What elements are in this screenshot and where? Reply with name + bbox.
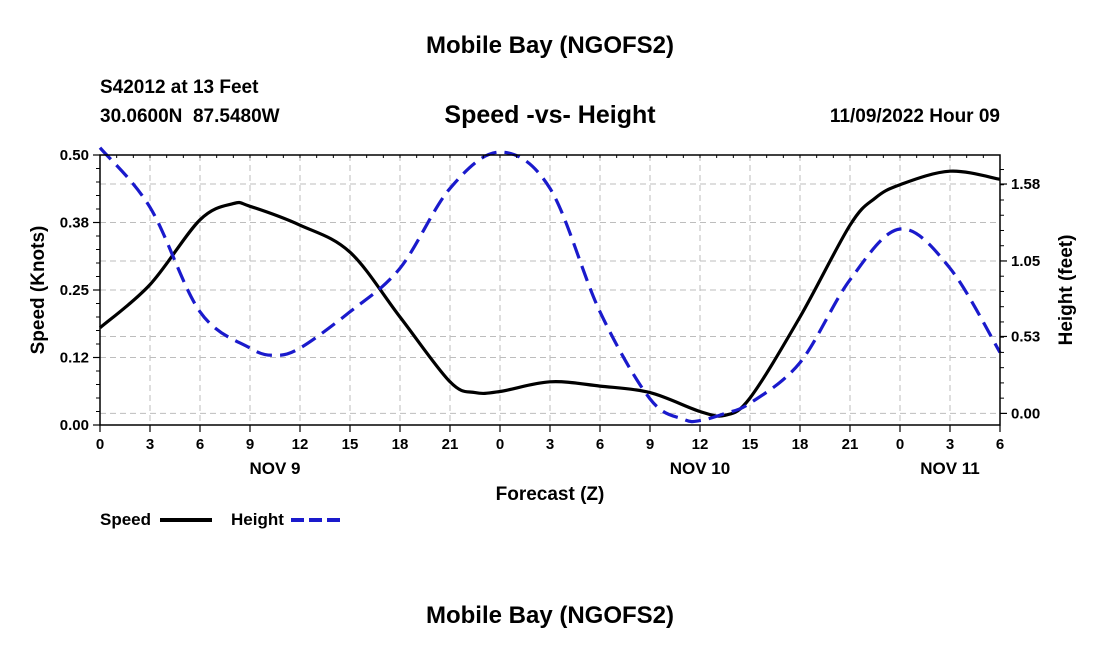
x-tick-label: 21 [842, 436, 859, 453]
y-left-tick-label: 0.12 [60, 350, 89, 367]
x-tick-label: 9 [646, 436, 654, 453]
x-tick-label: 18 [392, 436, 409, 453]
station-coordinates: 30.0600N 87.5480W [100, 106, 280, 127]
date-label: NOV 11 [920, 459, 980, 478]
y-right-tick-label: 1.58 [1011, 176, 1040, 193]
x-tick-label: 0 [96, 436, 104, 453]
y-left-tick-label: 0.00 [60, 417, 89, 434]
ticks-layer: 0 3 6 9 12 15 18 21 0 3 6 9 12 15 18 21 0 3 6 NOV 9 NOV 10 NO… [60, 147, 1040, 478]
x-axis-label: Forecast (Z) [496, 484, 605, 505]
x-tick-label: 12 [292, 436, 309, 453]
legend-height-label: Height [231, 510, 284, 529]
forecast-timestamp: 11/09/2022 Hour 09 [829, 106, 1000, 127]
x-tick-label: 0 [896, 436, 904, 453]
x-tick-label: 21 [442, 436, 459, 453]
x-tick-label: 3 [946, 436, 954, 453]
series-layer [98, 146, 1002, 424]
y-right-tick-label: 0.53 [1011, 328, 1040, 345]
x-tick-label: 6 [996, 436, 1004, 453]
footer-title: Mobile Bay (NGOFS2) [425, 602, 675, 629]
x-tick-label: 3 [146, 436, 154, 453]
date-label: NOV 9 [249, 459, 300, 478]
x-tick-label: 15 [742, 436, 759, 453]
y-axis-left-label: Speed (Knots) [28, 226, 49, 355]
x-tick-label: 6 [196, 436, 204, 453]
x-tick-label: 12 [692, 436, 709, 453]
x-tick-label: 0 [496, 436, 504, 453]
y-left-tick-label: 0.25 [60, 282, 89, 299]
station-name: S42012 at 13 Feet [100, 77, 259, 98]
y-right-tick-label: 0.00 [1011, 405, 1040, 422]
x-tick-label: 3 [546, 436, 554, 453]
x-tick-label: 18 [792, 436, 809, 453]
y-axis-right-label: Height (feet) [1056, 235, 1077, 346]
x-tick-label: 9 [246, 436, 254, 453]
series-line-height [98, 146, 1002, 424]
y-left-tick-label: 0.50 [60, 147, 89, 164]
legend-speed-label: Speed [100, 510, 151, 529]
date-label: NOV 10 [670, 459, 730, 478]
y-left-tick-label: 0.38 [60, 215, 89, 232]
series-line-speed [98, 169, 1001, 418]
x-tick-label: 15 [342, 436, 359, 453]
page-title: Mobile Bay (NGOFS2) [425, 32, 675, 59]
legend: Speed Height [100, 510, 343, 529]
chart-title: Speed -vs- Height [444, 101, 656, 129]
y-right-tick-label: 1.05 [1011, 253, 1040, 270]
x-tick-label: 6 [596, 436, 604, 453]
grid-layer [100, 155, 1000, 425]
